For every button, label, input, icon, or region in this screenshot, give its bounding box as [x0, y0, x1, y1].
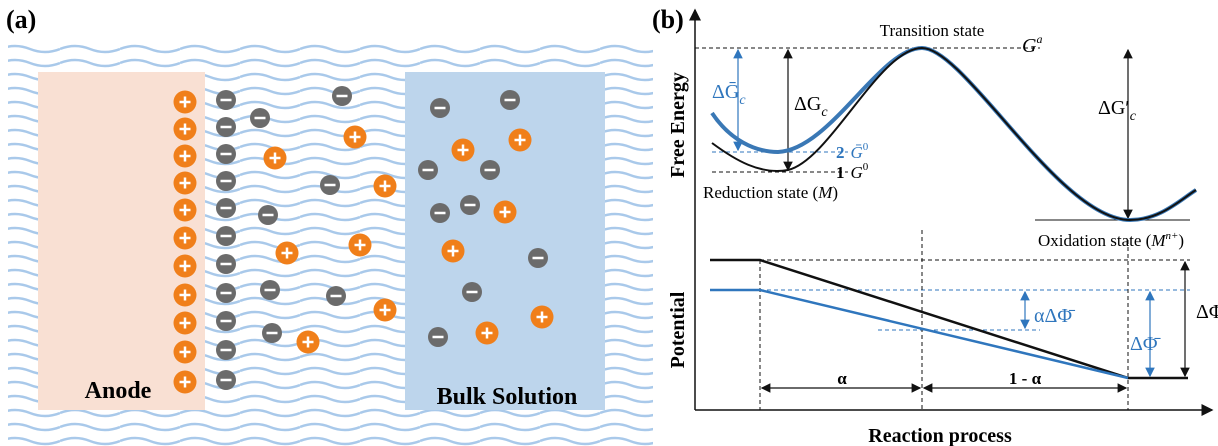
dgc-prime-label: ΔG′c: [1098, 97, 1137, 124]
anion: [430, 98, 450, 118]
base: G: [851, 163, 863, 182]
anion: [262, 323, 282, 343]
base: G: [1022, 35, 1037, 57]
anion: [216, 283, 236, 303]
cation: [349, 234, 372, 257]
cation: [174, 227, 197, 250]
cation: [344, 126, 367, 149]
sub: c: [1130, 109, 1137, 124]
potential-line-bar: [710, 290, 1128, 378]
dgc-bar-label: ΔḠc: [712, 81, 746, 108]
cation: [174, 341, 197, 364]
cation: [174, 284, 197, 307]
cation: [264, 147, 287, 170]
cation: [494, 201, 517, 224]
text: ): [832, 183, 838, 202]
num: 2: [836, 143, 845, 162]
anion: [216, 370, 236, 390]
dphi-bar-label: ΔΦ̄: [1130, 333, 1161, 355]
anion: [216, 117, 236, 137]
anion: [260, 280, 280, 300]
sup: 0: [863, 161, 869, 173]
g-a-label: Ga: [1022, 32, 1042, 57]
cation: [276, 242, 299, 265]
num: 1: [836, 163, 845, 182]
anion: [428, 327, 448, 347]
reduction-label: Reduction state (M): [703, 183, 838, 202]
anion: [326, 286, 346, 306]
cation: [374, 299, 397, 322]
bulk-label: Bulk Solution: [437, 384, 578, 410]
oxidation-label: Oxidation state (Mn+): [1038, 230, 1184, 250]
base: ΔG: [794, 93, 821, 115]
cation: [297, 331, 320, 354]
cation: [476, 322, 499, 345]
cation: [174, 145, 197, 168]
anion: [216, 90, 236, 110]
alpha-dphi-label: αΔΦ̄: [1034, 305, 1076, 327]
transition-label: Transition state: [880, 21, 985, 40]
anion: [216, 144, 236, 164]
anion: [258, 205, 278, 225]
sub: c: [821, 105, 828, 120]
sup: a: [1036, 32, 1042, 46]
sup: n+: [1165, 230, 1178, 242]
panel-label: (b): [652, 5, 684, 34]
anion: [216, 171, 236, 191]
dgc-label: ΔGc: [794, 93, 828, 120]
text: Reduction state (: [703, 183, 819, 202]
anion: [216, 340, 236, 360]
cation: [174, 255, 197, 278]
anion: [418, 160, 438, 180]
bulk-box: [405, 72, 605, 410]
cation: [174, 118, 197, 141]
figure: (a) Anode Bulk Solution (b) Free Energy …: [0, 0, 1218, 446]
base: ΔḠ: [712, 81, 739, 103]
cation: [174, 172, 197, 195]
alpha-label: α: [837, 369, 847, 388]
anion: [528, 248, 548, 268]
anion: [216, 254, 236, 274]
base: Ḡ: [851, 143, 863, 162]
x-label: Reaction process: [868, 425, 1012, 446]
anion: [216, 311, 236, 331]
cation: [442, 240, 465, 263]
anode-label: Anode: [85, 378, 152, 404]
symbol: M: [817, 183, 833, 202]
cation: [531, 306, 554, 329]
dphi-label: ΔΦ: [1196, 301, 1218, 323]
anion: [430, 203, 450, 223]
y-label: Free Energy: [667, 72, 689, 178]
anion: [480, 160, 500, 180]
anion: [332, 86, 352, 106]
symbol: M: [1150, 231, 1166, 250]
text: Oxidation state (: [1038, 231, 1152, 250]
cation: [174, 91, 197, 114]
y-label: Potential: [667, 291, 689, 368]
anion: [500, 90, 520, 110]
sub: c: [739, 93, 746, 108]
anion: [250, 108, 270, 128]
panel-label: (a): [6, 5, 36, 34]
cation: [174, 312, 197, 335]
text: ): [1178, 231, 1184, 250]
cation: [509, 129, 532, 152]
anion: [216, 198, 236, 218]
one-minus-alpha-label: 1 - α: [1009, 369, 1042, 388]
anion: [462, 282, 482, 302]
base: ΔG′: [1098, 97, 1130, 119]
anion: [320, 175, 340, 195]
anion: [460, 195, 480, 215]
anion: [216, 226, 236, 246]
sup: 0: [863, 141, 869, 153]
cation: [174, 371, 197, 394]
cation: [174, 199, 197, 222]
cation: [374, 175, 397, 198]
cation: [452, 139, 475, 162]
potential-line: [710, 260, 1188, 378]
